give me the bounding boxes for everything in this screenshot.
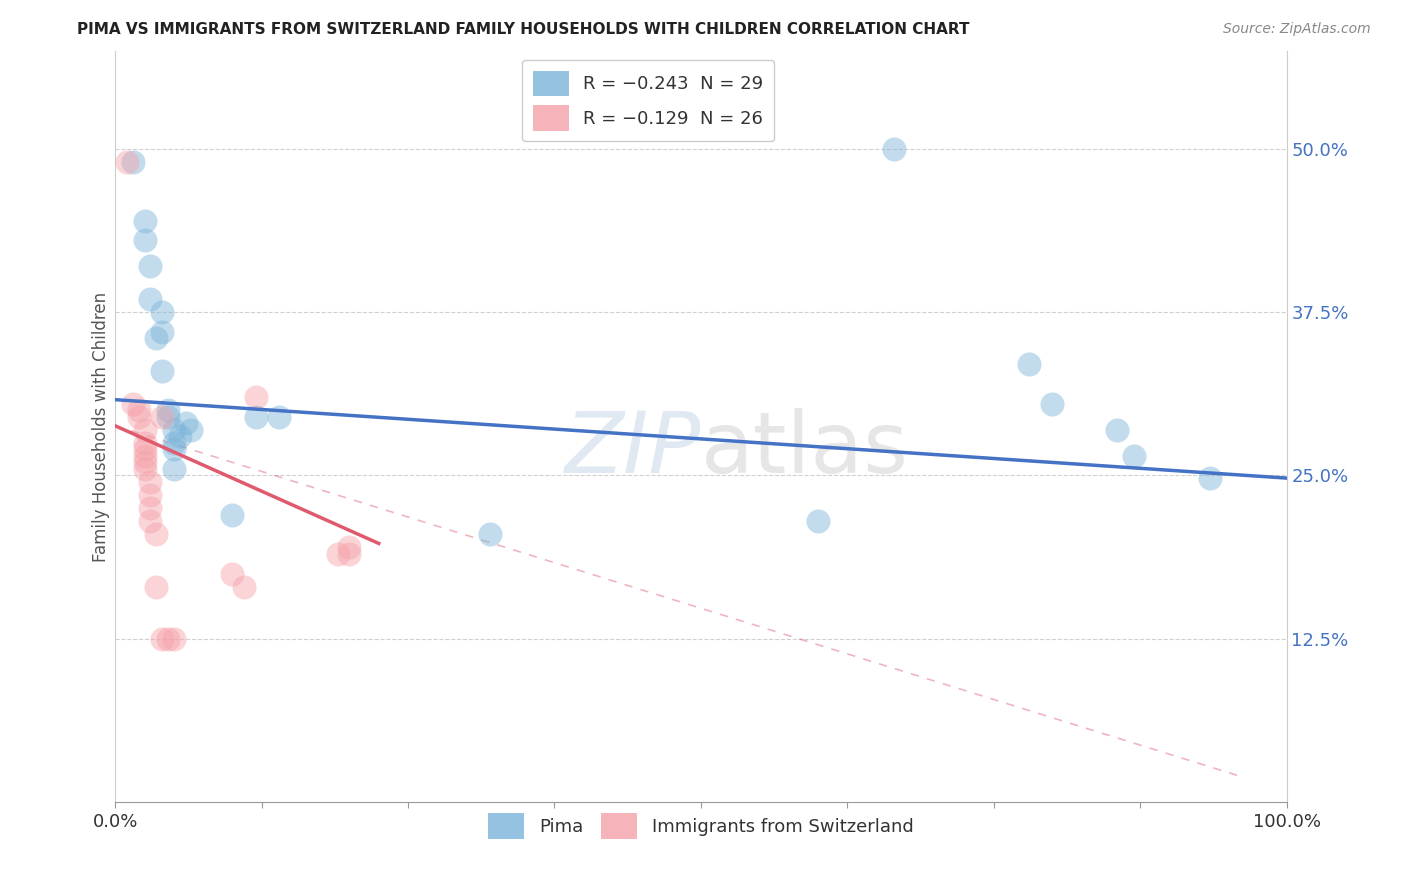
Point — [134, 449, 156, 463]
Point — [134, 442, 156, 457]
Point — [163, 442, 186, 457]
Point — [134, 455, 156, 469]
Point — [134, 435, 156, 450]
Point — [1105, 423, 1128, 437]
Point — [145, 331, 167, 345]
Text: PIMA VS IMMIGRANTS FROM SWITZERLAND FAMILY HOUSEHOLDS WITH CHILDREN CORRELATION : PIMA VS IMMIGRANTS FROM SWITZERLAND FAMI… — [77, 22, 970, 37]
Point — [139, 475, 162, 489]
Point — [163, 462, 186, 476]
Point — [134, 423, 156, 437]
Point — [145, 527, 167, 541]
Point — [339, 541, 361, 555]
Point — [150, 364, 173, 378]
Point — [1123, 449, 1146, 463]
Point — [1199, 471, 1222, 485]
Point — [169, 429, 191, 443]
Point — [883, 142, 905, 156]
Point — [115, 154, 138, 169]
Point — [121, 154, 143, 169]
Point — [269, 409, 291, 424]
Point — [134, 233, 156, 247]
Point — [156, 409, 179, 424]
Legend: Pima, Immigrants from Switzerland: Pima, Immigrants from Switzerland — [481, 805, 921, 846]
Point — [339, 547, 361, 561]
Point — [139, 514, 162, 528]
Point — [150, 305, 173, 319]
Point — [221, 566, 243, 581]
Point — [145, 580, 167, 594]
Point — [134, 462, 156, 476]
Point — [1040, 396, 1063, 410]
Point — [479, 527, 502, 541]
Point — [134, 213, 156, 227]
Point — [163, 423, 186, 437]
Point — [163, 435, 186, 450]
Point — [139, 260, 162, 274]
Point — [221, 508, 243, 522]
Point — [326, 547, 349, 561]
Point — [150, 632, 173, 646]
Text: Source: ZipAtlas.com: Source: ZipAtlas.com — [1223, 22, 1371, 37]
Point — [139, 292, 162, 306]
Point — [163, 632, 186, 646]
Point — [156, 632, 179, 646]
Y-axis label: Family Households with Children: Family Households with Children — [93, 292, 110, 562]
Text: ZIP: ZIP — [565, 408, 702, 491]
Point — [139, 501, 162, 516]
Point — [128, 409, 150, 424]
Point — [180, 423, 202, 437]
Point — [245, 409, 267, 424]
Point — [233, 580, 256, 594]
Point — [128, 403, 150, 417]
Point — [156, 403, 179, 417]
Text: atlas: atlas — [702, 408, 908, 491]
Point — [139, 488, 162, 502]
Point — [174, 416, 197, 430]
Point — [121, 396, 143, 410]
Point — [150, 409, 173, 424]
Point — [245, 390, 267, 404]
Point — [1018, 358, 1040, 372]
Point — [807, 514, 830, 528]
Point — [150, 325, 173, 339]
